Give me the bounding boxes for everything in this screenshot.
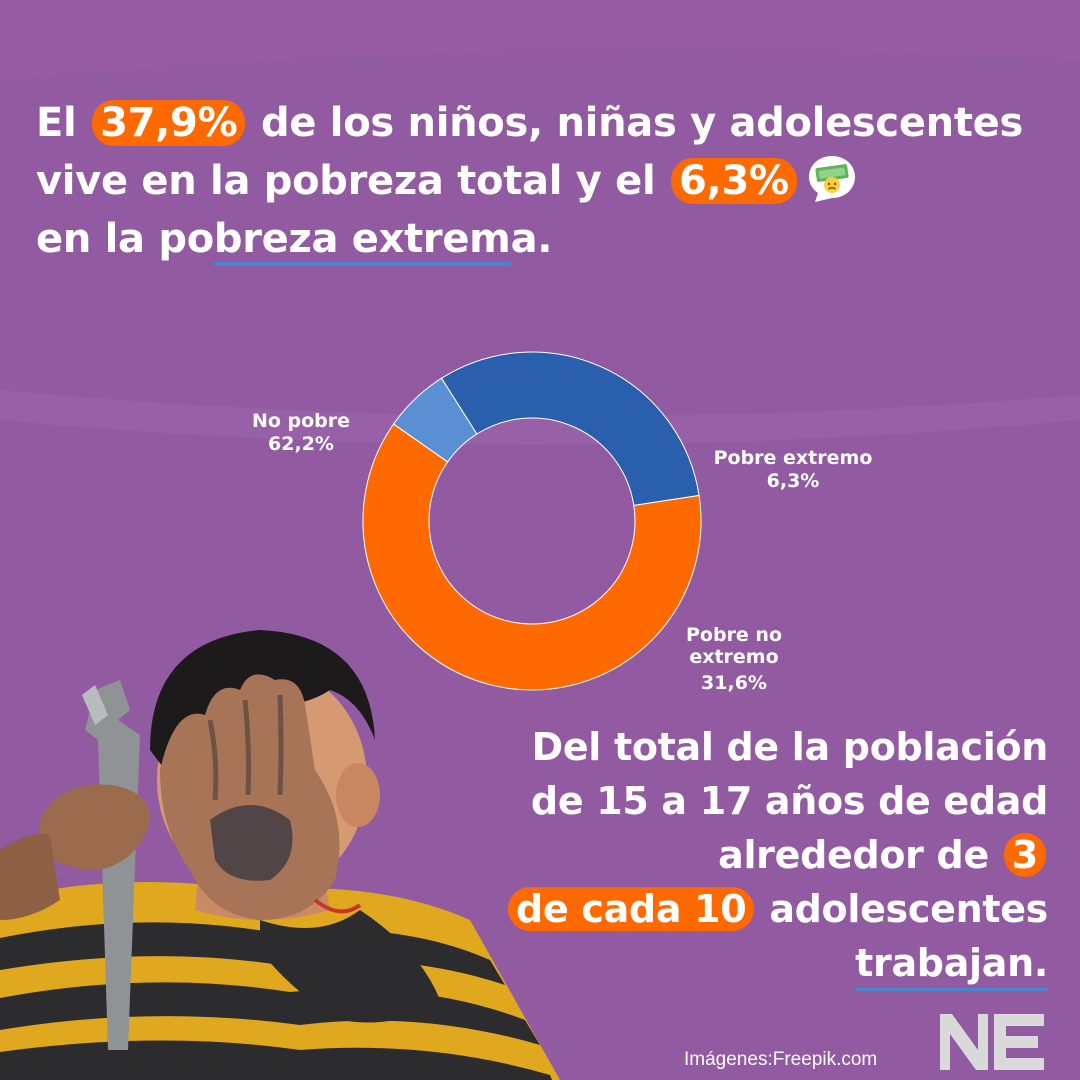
donut-slices bbox=[362, 351, 702, 691]
headline: El 37,9% de los niños, niñas y adolescen… bbox=[36, 94, 1056, 268]
bottom-line-2: de 15 a 17 años de edad bbox=[530, 779, 1048, 823]
slice-pobre-no-extremo bbox=[440, 351, 700, 506]
highlight-de-cada-10: de cada 10 bbox=[508, 887, 755, 931]
image-credit: Imágenes:Freepik.com bbox=[684, 1049, 878, 1070]
bottom-line-4-text: adolescentes bbox=[769, 887, 1048, 931]
label-pobre-extremo: Pobre extremo 6,3% bbox=[698, 447, 888, 493]
headline-underlined: breza extrem bbox=[213, 216, 511, 262]
label-pobre-extremo-value: 6,3% bbox=[766, 470, 820, 492]
ne-logo-icon bbox=[940, 1014, 1044, 1070]
headline-text-3: en la po bbox=[36, 216, 214, 262]
bottom-line-3: alrededor de 3 bbox=[408, 828, 1048, 882]
label-pobre-no-extremo-name-2: extremo bbox=[689, 646, 779, 668]
bottom-statement: Del total de la población de 15 a 17 año… bbox=[408, 720, 1048, 990]
label-pobre-extremo-name: Pobre extremo bbox=[713, 447, 873, 469]
label-pobre-no-extremo-name-1: Pobre no bbox=[685, 624, 783, 646]
slice-no-pobre bbox=[362, 423, 702, 691]
bottom-line-1: Del total de la población bbox=[531, 725, 1049, 769]
headline-text-5: a. bbox=[510, 216, 553, 262]
bottom-line-5: trabajan. bbox=[855, 941, 1048, 985]
label-pobre-no-extremo-value: 31,6% bbox=[701, 672, 767, 694]
label-no-pobre: No pobre 62,2% bbox=[236, 410, 366, 456]
highlight-total-poverty: 37,9% bbox=[92, 100, 246, 146]
label-no-pobre-value: 62,2% bbox=[268, 433, 334, 455]
working-boy-photo bbox=[0, 630, 560, 1080]
highlight-three: 3 bbox=[1003, 833, 1046, 877]
money-emoji-icon bbox=[808, 156, 855, 202]
headline-text-1: El bbox=[36, 100, 77, 146]
bottom-line-4: de cada 10 adolescentes bbox=[408, 882, 1048, 936]
headline-text-2: de los niños, niñas y adolescentes vive … bbox=[36, 100, 1024, 204]
label-pobre-no-extremo: Pobre no extremo 31,6% bbox=[664, 624, 804, 694]
highlight-extreme-poverty: 6,3% bbox=[671, 158, 797, 204]
label-no-pobre-name: No pobre bbox=[251, 410, 351, 432]
bottom-line-3-text: alrededor de bbox=[718, 833, 989, 877]
